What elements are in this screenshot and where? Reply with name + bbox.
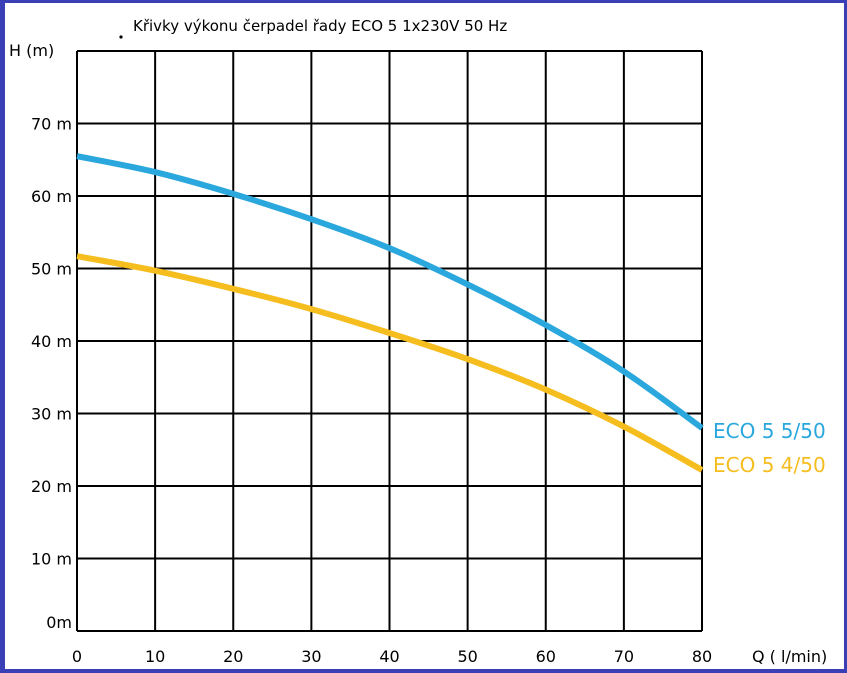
y-tick-label: 20 m <box>31 477 72 496</box>
x-tick-labels: 0 10 20 30 40 50 60 70 80 <box>72 647 712 666</box>
x-tick-label: 40 <box>379 647 399 666</box>
x-tick-label: 0 <box>72 647 82 666</box>
series-line <box>76 153 704 431</box>
y-tick-label: 0m <box>46 613 72 632</box>
title-dot <box>119 35 123 39</box>
series-lines <box>76 153 704 473</box>
series-line <box>76 253 704 473</box>
y-axis-label: H (m) <box>9 41 54 60</box>
y-tick-labels: 0m 10 m 20 m 30 m 40 m 50 m 60 m 70 m <box>31 115 72 633</box>
y-tick-label: 70 m <box>31 115 72 134</box>
series-label: ECO 5 4/50 <box>713 453 826 477</box>
x-tick-label: 10 <box>145 647 165 666</box>
x-axis-label: Q ( l/min) <box>752 647 827 666</box>
x-tick-label: 80 <box>692 647 712 666</box>
y-tick-label: 60 m <box>31 187 72 206</box>
y-tick-label: 50 m <box>31 260 72 279</box>
series-label: ECO 5 5/50 <box>713 419 826 443</box>
grid <box>76 50 703 632</box>
x-tick-label: 20 <box>223 647 243 666</box>
x-tick-label: 60 <box>536 647 556 666</box>
y-tick-label: 40 m <box>31 332 72 351</box>
y-tick-label: 30 m <box>31 405 72 424</box>
series-labels: ECO 5 5/50 ECO 5 4/50 <box>713 419 826 477</box>
x-tick-label: 70 <box>614 647 634 666</box>
x-tick-label: 50 <box>457 647 477 666</box>
y-tick-label: 10 m <box>31 550 72 569</box>
x-tick-label: 30 <box>301 647 321 666</box>
chart-title: Křivky výkonu čerpadel řady ECO 5 1x230V… <box>133 17 507 35</box>
